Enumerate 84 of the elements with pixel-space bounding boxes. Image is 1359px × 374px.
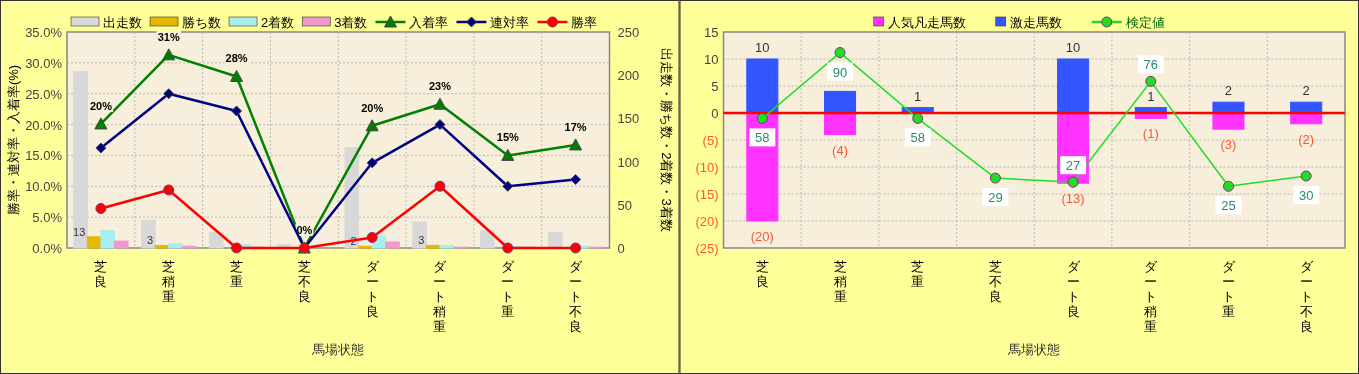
y-tick-label: 0.0% [32,241,63,256]
x-tick-label: 芝良 [94,259,108,289]
y-tick-label: (20) [695,214,719,229]
y2-tick-label: 100 [617,154,640,170]
x-tick-label: ダート良 [365,259,380,319]
data-label: 25 [1221,198,1236,214]
y-tick-label: 15.0% [25,148,63,164]
y-tick-label: 5 [711,79,719,94]
data-label: 2 [1302,83,1310,99]
y2-axis-title: 出走数・勝ち数・2着数・3着数 [658,48,674,232]
y2-tick-label: 200 [617,68,640,84]
x-tick-label: ダート重 [501,259,516,319]
data-label: 10 [755,40,770,55]
data-label: 58 [755,130,770,146]
data-label: 3 [147,234,154,247]
data-label: (13) [1061,191,1085,207]
data-label: 58 [910,130,925,146]
y2-tick-label: 150 [617,111,640,127]
legend-label: 勝率 [571,15,598,30]
legend-label: 激走馬数 [1009,15,1062,30]
data-label: 15% [496,131,519,144]
data-label: 3 [418,234,425,247]
data-label: 20% [361,101,384,114]
legend-label: 3着数 [334,15,368,30]
x-tick-label: ダート重 [1221,259,1236,319]
data-label: (2) [1298,131,1315,147]
y2-tick-label: 250 [617,25,640,40]
x-tick-label: ダート不良 [569,259,584,334]
x-tick-label: 芝稍重 [833,259,847,304]
data-label: 20% [89,99,113,112]
data-label: (3) [1220,137,1237,153]
data-label: (1) [1142,126,1159,142]
data-label: 29 [988,190,1003,206]
legend-label: 2着数 [261,15,295,30]
x-tick-label: ダート良 [1066,259,1081,319]
y-tick-label: 10.0% [25,179,63,195]
x-tick-label: ダート稍重 [1144,259,1159,334]
x-axis-title: 馬場状態 [1007,342,1061,357]
data-label: 23% [428,80,452,93]
y-tick-label: 35.0% [25,25,63,40]
y-tick-label: 20.0% [25,117,63,133]
data-label: 13 [73,225,86,238]
y-tick-label: 30.0% [25,55,63,71]
legend-label: 人気凡走馬数 [887,15,966,30]
data-label: (20) [750,229,774,244]
y-tick-label: (15) [695,187,719,202]
data-label: 17% [564,120,587,133]
y2-tick-label: 0 [617,241,625,256]
y-tick-label: 0 [711,106,719,121]
x-tick-label: 芝不良 [988,259,1002,304]
data-label: 1 [1147,88,1155,104]
data-label: 2 [1224,83,1233,99]
data-label: 90 [832,64,848,80]
data-label: 31% [157,30,180,43]
y-tick-label: 25.0% [25,86,63,102]
y-tick-label: 15 [704,25,719,40]
x-tick-label: 芝良 [755,259,769,289]
y-tick-label: (5) [702,133,719,148]
y-tick-label: 5.0% [32,210,63,226]
y2-tick-label: 50 [617,197,632,213]
y-tick-label: 10 [704,52,719,67]
x-axis-title: 馬場状態 [311,342,365,357]
y-axis-title: 勝率・連対率・入着率(%) [6,64,21,216]
legend-label: 勝ち数 [182,15,222,30]
legend-label: 出走数 [103,15,143,30]
x-tick-label: 芝稍重 [162,259,176,304]
y-tick-label: (10) [695,160,719,175]
y-tick-label: (25) [695,241,719,256]
x-tick-label: 芝不良 [297,259,311,304]
data-label: 76 [1143,57,1159,73]
data-label: 28% [225,52,248,65]
x-tick-label: 芝重 [230,259,244,289]
data-label: 27 [1065,158,1081,174]
data-label: 30 [1298,188,1314,203]
x-tick-label: ダート不良 [1299,259,1314,334]
data-label: 10 [1065,40,1081,55]
data-label: 1 [914,88,922,104]
legend-label: 連対率 [490,15,530,30]
data-label: (4) [832,142,848,158]
legend-label: 入着率 [409,15,449,30]
x-tick-label: ダート稍重 [433,259,448,334]
legend-label: 検定値 [1125,15,1165,30]
x-tick-label: 芝重 [911,259,925,289]
data-label: 0% [296,224,313,236]
